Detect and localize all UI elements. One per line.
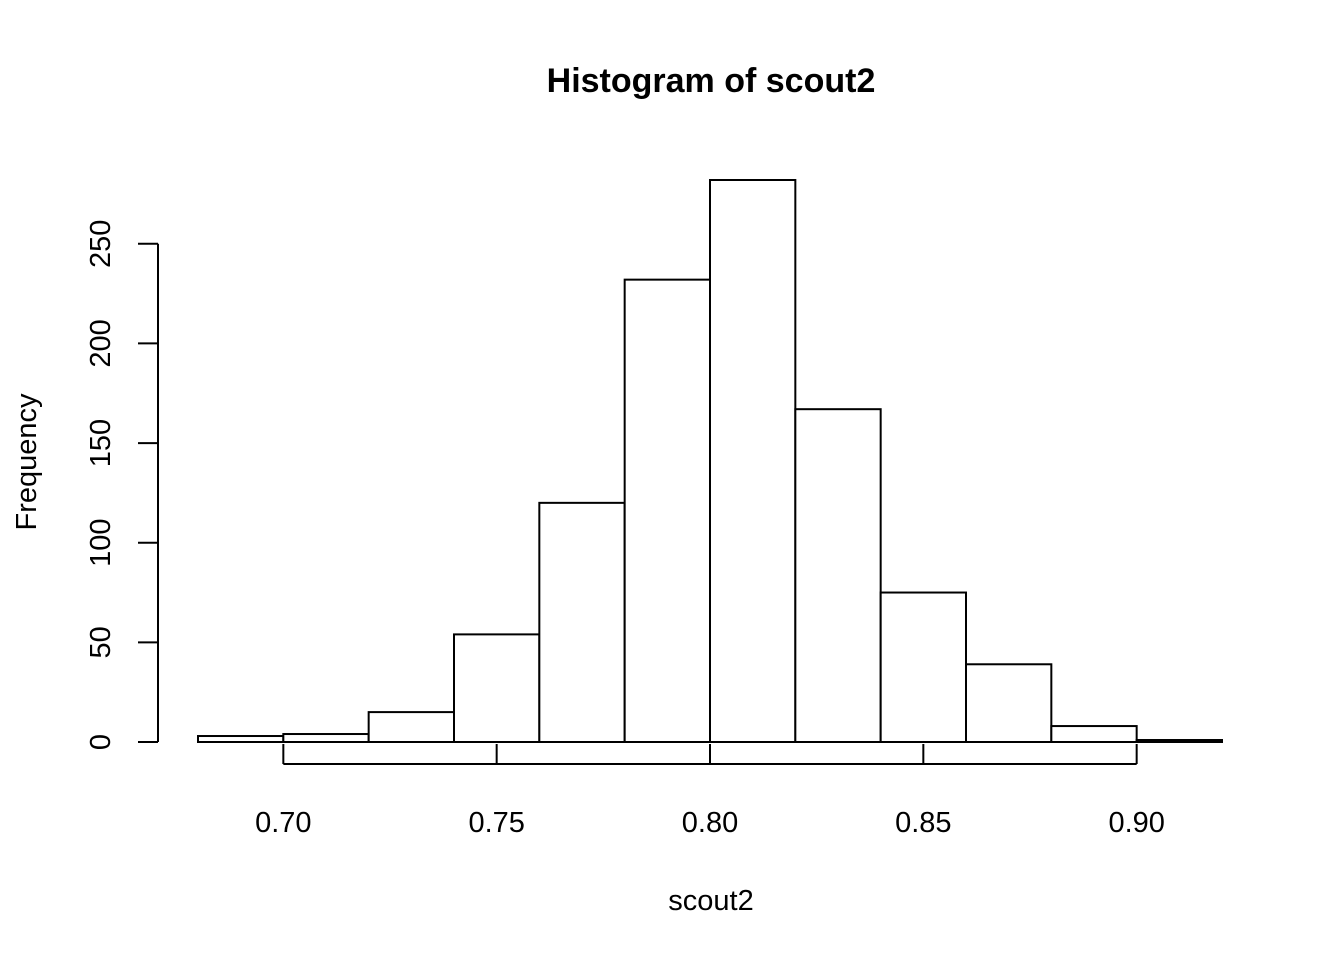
histogram-bar [453,633,541,744]
histogram-bars [197,179,1223,744]
y-tick-label: 50 [85,626,117,658]
x-tick-label: 0.90 [1108,807,1164,839]
histogram-bar [197,735,285,744]
histogram-bar [1135,739,1223,743]
histogram-bar [709,179,797,743]
x-axis-label: scout2 [668,885,753,917]
x-tick-label: 0.80 [682,807,738,839]
y-tick-label: 150 [85,419,117,467]
y-axis-label: Frequency [11,393,43,531]
y-axis: 0 50 100 150 200 250 [85,220,159,750]
x-tick-label: 0.70 [255,807,311,839]
x-tick-label: 0.75 [468,807,524,839]
y-tick-label: 100 [85,519,117,567]
y-tick-label: 200 [85,319,117,367]
y-tick-label: 250 [85,220,117,268]
histogram-bar [282,733,370,744]
y-tick-label: 0 [85,734,117,750]
histogram-bar [1050,725,1138,744]
histogram-bar [794,408,882,743]
x-axis: 0.70 0.75 0.80 0.85 0.90 [255,744,1165,839]
histogram-bar [538,501,626,744]
histogram-bar [367,711,455,744]
chart-title: Histogram of scout2 [547,62,876,100]
histogram-bar [623,278,712,743]
x-tick-label: 0.85 [895,807,951,839]
histogram-bar [965,663,1053,744]
histogram-bar [879,591,968,743]
